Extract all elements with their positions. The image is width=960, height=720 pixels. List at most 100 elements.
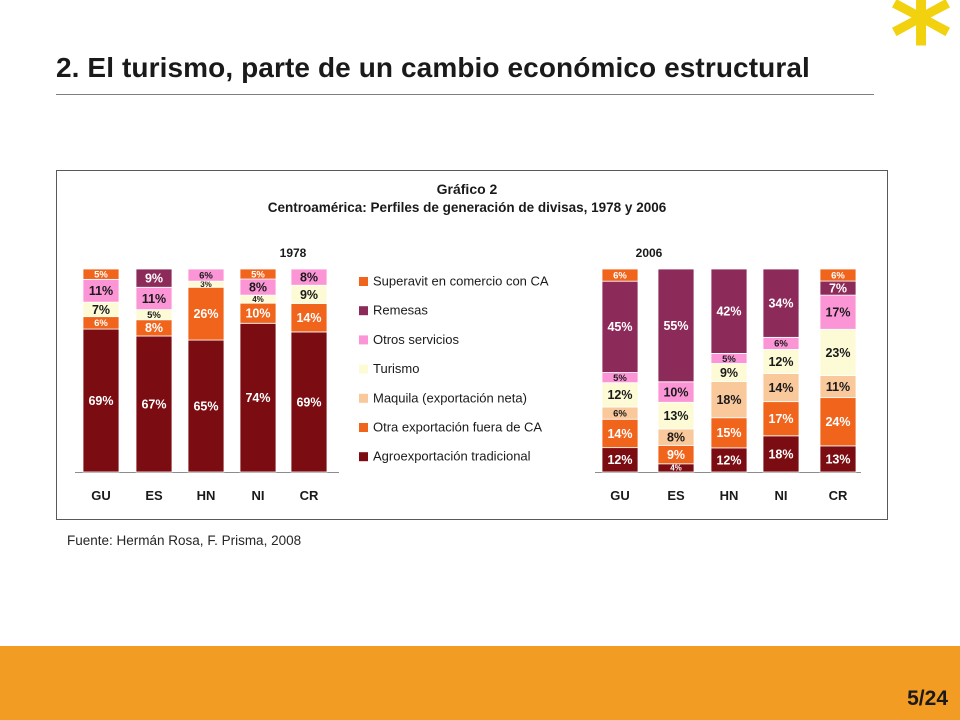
data-label-1978-gu-otros-servicios: 11% [89,284,113,298]
legend-swatch-agroexportacion-tradicional [359,452,368,462]
x-tick-label-2006-hn: HN [720,488,739,503]
bar-segment-1978-ni-superavit-en-comercio-con-ca [239,268,277,280]
bar-segment-2006-es-remesas [657,268,695,383]
data-label-2006-cr-turismo: 23% [825,346,850,360]
data-label-2006-cr-superavit-en-comercio-con-ca: 6% [831,270,845,281]
data-label-2006-es-otros-servicios: 10% [663,385,688,399]
bar-segment-2006-gu-turismo [601,382,639,408]
data-label-1978-cr-otra-exportacion-fuera-de-ca: 14% [296,311,321,325]
data-label-1978-es-turismo: 5% [147,310,161,321]
panel-1978-label: 1978 [280,246,307,260]
data-label-2006-cr-otros-servicios: 17% [825,306,850,320]
legend-swatch-otra-exportacion-fuera-de-ca [359,423,368,432]
data-label-2006-cr-remesas: 7% [829,281,847,295]
logo-asterisk-icon: * [889,0,953,108]
chart-title: Gráfico 2 [437,181,498,197]
data-label-1978-gu-agroexportacion-tradicional: 69% [88,394,113,408]
data-label-2006-hn-maquila-exportacion-neta: 18% [716,393,741,407]
title-divider [56,94,874,95]
bar-segment-1978-es-agroexportacion-tradicional [135,335,173,473]
x-tick-label-2006-ni: NI [775,488,788,503]
data-label-2006-gu-remesas: 45% [607,320,632,334]
bar-segment-1978-cr-agroexportacion-tradicional [290,331,328,473]
legend-swatch-turismo [359,364,368,374]
x-tick-label-1978-es: ES [145,488,163,503]
bar-segment-2006-ni-maquila-exportacion-neta [762,373,800,403]
bar-segment-2006-cr-otros-servicios [819,294,857,330]
data-label-2006-cr-otra-exportacion-fuera-de-ca: 24% [825,415,850,429]
bar-segment-1978-gu-superavit-en-comercio-con-ca [82,268,120,280]
bar-segment-2006-ni-remesas [762,268,800,338]
data-label-2006-es-turismo: 13% [663,409,688,423]
bar-segment-2006-hn-agroexportacion-tradicional [710,447,748,473]
data-label-1978-gu-superavit-en-comercio-con-ca: 5% [94,270,108,281]
data-label-1978-hn-otra-exportacion-fuera-de-ca: 26% [193,307,218,321]
page-number: 5/24 [907,687,948,710]
stacked-bar-chart: Gráfico 2 Centroamérica: Perfiles de gen… [75,181,861,503]
panel-2006-label: 2006 [636,246,663,260]
bar-segment-1978-cr-otra-exportacion-fuera-de-ca [290,303,328,333]
bar-segment-2006-cr-agroexportacion-tradicional [819,445,857,473]
data-label-2006-es-remesas: 55% [663,319,688,333]
legend-swatch-maquila-exportacion-neta [359,393,368,403]
chart-subtitle: Centroamérica: Perfiles de generación de… [268,200,667,215]
data-label-2006-hn-remesas: 42% [716,305,741,319]
data-label-1978-gu-turismo: 7% [92,303,110,317]
bar-segment-1978-cr-otros-servicios [290,268,328,286]
bar-segment-1978-gu-agroexportacion-tradicional [82,328,120,473]
data-label-1978-ni-agroexportacion-tradicional: 74% [245,391,270,405]
data-label-2006-gu-otra-exportacion-fuera-de-ca: 14% [607,427,632,441]
data-label-2006-ni-turismo: 12% [768,355,793,369]
data-label-2006-hn-agroexportacion-tradicional: 12% [716,453,741,467]
data-label-1978-hn-turismo: 3% [200,280,212,289]
data-label-1978-hn-otros-servicios: 6% [199,270,213,281]
legend-label-otra-exportacion-fuera-de-ca: Otra exportación fuera de CA [373,420,542,435]
bar-segment-1978-hn-otra-exportacion-fuera-de-ca [187,286,225,341]
bar-segment-2006-hn-remesas [710,268,748,354]
x-tick-label-1978-cr: CR [300,488,319,503]
bar-segment-1978-hn-agroexportacion-tradicional [187,339,225,473]
legend-swatch-otros-servicios [359,335,368,345]
data-label-1978-cr-turismo: 9% [300,288,318,302]
data-label-1978-hn-agroexportacion-tradicional: 65% [193,399,218,413]
bar-segment-1978-es-remesas [135,268,173,288]
data-label-1978-es-remesas: 9% [145,272,163,286]
legend-label-otros-servicios: Otros servicios [373,332,459,347]
bar-segment-2006-cr-otra-exportacion-fuera-de-ca [819,397,857,447]
x-tick-label-2006-gu: GU [610,488,630,503]
data-label-2006-ni-otros-servicios: 6% [774,339,788,350]
bar-segment-1978-ni-agroexportacion-tradicional [239,322,277,473]
data-label-2006-es-agroexportacion-tradicional: 4% [670,464,682,473]
bar-segment-2006-gu-agroexportacion-tradicional [601,447,639,473]
source-note: Fuente: Hermán Rosa, F. Prisma, 2008 [67,533,302,548]
data-label-1978-cr-otros-servicios: 8% [300,271,318,285]
data-label-2006-ni-maquila-exportacion-neta: 14% [768,381,793,395]
legend-label-maquila-exportacion-neta: Maquila (exportación neta) [373,390,527,405]
bar-segment-2006-ni-agroexportacion-tradicional [762,435,800,473]
bar-segment-2006-es-turismo [657,401,695,430]
bar-segment-2006-cr-turismo [819,328,857,376]
bar-segment-2006-hn-otra-exportacion-fuera-de-ca [710,417,748,449]
data-label-1978-es-otros-servicios: 11% [142,292,166,306]
legend-label-agroexportacion-tradicional: Agroexportación tradicional [373,449,531,464]
bar-segment-2006-gu-remesas [601,280,639,373]
chart-frame: Gráfico 2 Centroamérica: Perfiles de gen… [56,170,888,520]
legend-swatch-remesas [359,306,368,316]
data-label-1978-es-agroexportacion-tradicional: 67% [141,397,166,411]
legend-label-superavit-en-comercio-con-ca: Superavit en comercio con CA [373,274,549,289]
x-tick-label-2006-cr: CR [829,488,848,503]
bar-segment-2006-cr-superavit-en-comercio-con-ca [819,268,857,282]
data-label-2006-gu-agroexportacion-tradicional: 12% [607,453,632,467]
data-label-1978-ni-turismo: 4% [252,295,264,304]
bar-segment-2006-gu-superavit-en-comercio-con-ca [601,268,639,282]
data-label-2006-ni-remesas: 34% [768,297,793,311]
slide-title: 2. El turismo, parte de un cambio económ… [56,52,810,83]
x-tick-label-1978-gu: GU [91,488,111,503]
bar-segment-2006-hn-maquila-exportacion-neta [710,381,748,419]
footer-bar: 5/24 [0,646,960,720]
x-tick-label-2006-es: ES [667,488,685,503]
data-label-2006-gu-turismo: 12% [607,388,632,402]
data-label-2006-cr-maquila-exportacion-neta: 11% [826,380,850,394]
data-label-1978-cr-agroexportacion-tradicional: 69% [296,395,321,409]
data-label-1978-ni-otra-exportacion-fuera-de-ca: 10% [245,307,270,321]
